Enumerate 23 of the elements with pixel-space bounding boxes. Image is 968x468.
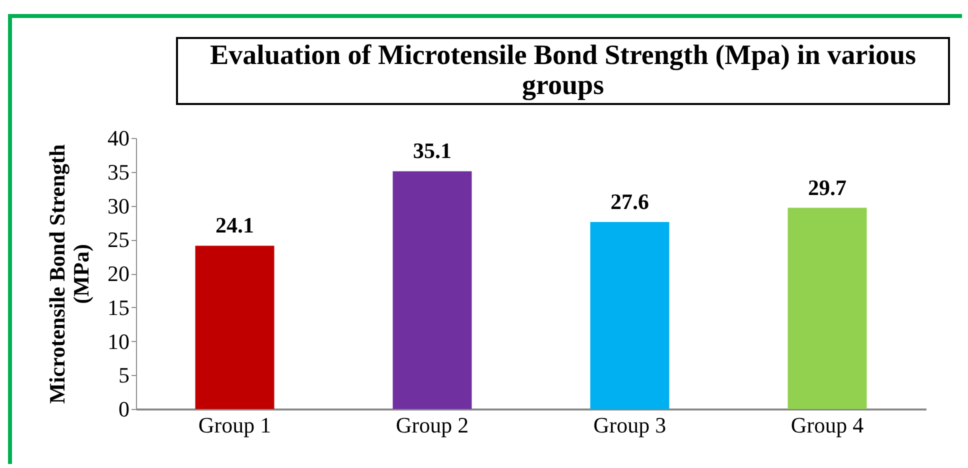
x-tick-label: Group 2 (396, 412, 469, 438)
x-tick-label: Group 3 (593, 412, 666, 438)
bar (788, 208, 867, 409)
y-tick-label: 25 (108, 227, 130, 252)
bar (590, 222, 670, 409)
data-label: 29.7 (808, 174, 846, 200)
chart-title: Evaluation of Microtensile Bond Strength (Mpa) in various groups (176, 37, 950, 105)
y-tick-label: 40 (108, 126, 130, 150)
y-tick-label: 20 (108, 261, 130, 286)
y-axis-title: Microtensile Bond Strength (MPa) (44, 144, 94, 404)
y-tick-label: 10 (108, 328, 130, 354)
data-label: 27.6 (610, 189, 649, 214)
bar (392, 171, 472, 409)
y-tick-label: 15 (108, 294, 130, 320)
bar (195, 246, 274, 409)
x-tick-label: Group 4 (790, 412, 864, 438)
y-tick-label: 5 (118, 362, 130, 388)
data-label: 35.1 (413, 138, 452, 164)
y-tick-label: 30 (108, 193, 130, 218)
x-tick-label: Group 1 (198, 412, 272, 438)
y-tick-label: 0 (118, 396, 130, 422)
y-tick-label: 35 (108, 159, 130, 184)
data-label: 24.1 (216, 212, 254, 238)
